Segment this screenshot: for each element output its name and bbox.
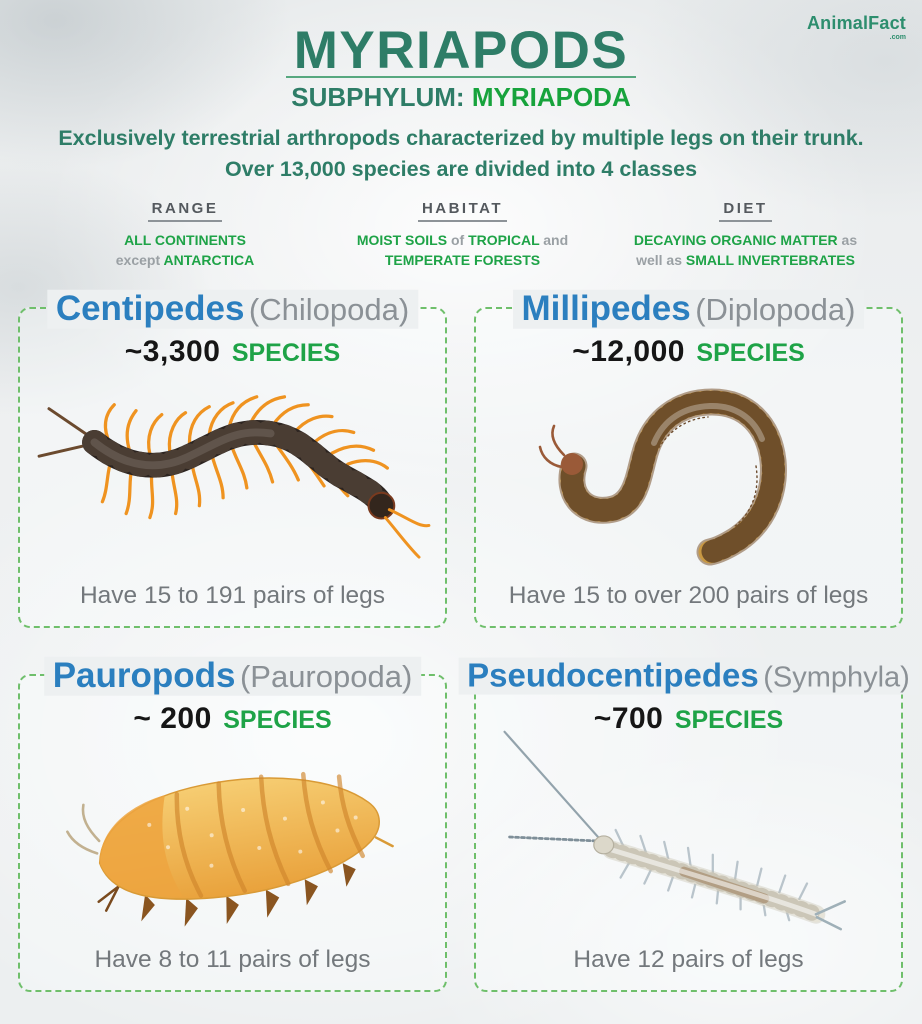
pauropods-species-label: SPECIES [223,706,332,734]
millipedes-species-label: SPECIES [696,339,805,367]
pauropods-species: ~ 200 SPECIES [20,702,445,736]
card-pauropods: Pauropods (Pauropoda) ~ 200 SPECIES [18,656,447,992]
centipedes-species: ~3,300 SPECIES [20,335,445,369]
pseudocentipedes-species-label: SPECIES [674,706,784,734]
diet-gray-2: well as [636,252,682,269]
habitat-heading: HABITAT [417,200,508,222]
diet-heading: DIET [719,200,772,222]
subphylum-value: MYRIAPODA [471,82,631,112]
logo-domain: .com [889,34,906,41]
millipedes-count: ~12,000 [572,335,685,368]
centipede-illustration [37,395,430,559]
description-line-1: Exclusively terrestrial arthropods chara… [58,126,864,150]
card-centipedes: Centipedes (Chilopoda) ~3,300 SPECIES [18,289,447,628]
card-pseudocentipedes-title: Pseudocentipedes (Symphyla) [458,656,919,695]
millipedes-species: ~12,000 SPECIES [476,335,901,369]
diet-gray-1: as [841,232,858,248]
card-pauropods-title: Pauropods (Pauropoda) [43,655,422,696]
fact-habitat: HABITAT MOIST SOILS of TROPICAL and TEMP… [335,200,590,271]
card-millipedes-title: Millipedes (Diplopoda) [512,288,865,329]
habitat-gray-1: of [450,232,465,248]
fact-diet: DIET DECAYING ORGANIC MATTER as well as … [598,200,893,271]
card-pseudocentipedes: Pseudocentipedes (Symphyla) ~700 SPECIES [458,657,919,992]
pauropods-count: ~ 200 [133,702,212,735]
diet-text: DECAYING ORGANIC MATTER as well as SMALL… [598,230,893,271]
pauropod-illustration [65,771,394,927]
millipede-illustration [538,388,787,566]
centipedes-legs-text: Have 15 to 191 pairs of legs [79,582,386,609]
diet-green-1: DECAYING ORGANIC MATTER [633,232,838,248]
subphylum-label: SUBPHYLUM: [291,82,465,112]
centipede-photo [20,381,445,574]
subtitle: SUBPHYLUM: MYRIAPODA [0,82,922,113]
pauropods-name: Pauropods [52,655,236,695]
pseudocentipedes-count: ~700 [593,702,664,735]
pauropod-photo [20,742,445,947]
page-title: MYRIAPODS [293,21,629,80]
card-centipedes-title: Centipedes (Chilopoda) [46,288,419,329]
centipedes-latin: (Chilopoda) [248,291,410,327]
centipedes-species-label: SPECIES [231,339,341,367]
centipedes-name: Centipedes [55,288,245,328]
millipedes-latin: (Diplopoda) [695,291,856,327]
range-green-1: ALL CONTINENTS [124,232,246,248]
millipede-photo [476,371,901,576]
habitat-gray-2: and [543,232,569,248]
logo-text: AnimalFact [806,13,906,33]
range-text: ALL CONTINENTS except ANTARCTICA [70,230,300,271]
pauropods-legs-text: Have 8 to 11 pairs of legs [94,946,371,973]
symphylan-illustration [502,730,846,931]
card-millipedes: Millipedes (Diplopoda) ~12,000 SPECIES [474,289,903,628]
range-gray-1: except [115,252,161,269]
pseudocentipedes-latin: (Symphyla) [763,661,910,694]
millipedes-legs-text: Have 15 to over 200 pairs of legs [508,582,869,609]
pseudocentipedes-species: ~700 SPECIES [476,702,901,736]
description: Exclusively terrestrial arthropods chara… [0,123,922,184]
description-line-2: Over 13,000 species are divided into 4 c… [224,156,698,181]
millipedes-name: Millipedes [521,288,691,328]
pauropods-latin: (Pauropoda) [239,658,413,694]
habitat-text: MOIST SOILS of TROPICAL and TEMPERATE FO… [335,230,590,271]
centipedes-count: ~3,300 [124,335,221,368]
habitat-green-1: MOIST SOILS [356,232,448,248]
animalfact-logo: AnimalFact .com [807,14,906,41]
diet-green-2: SMALL INVERTEBRATES [685,252,855,269]
fact-range: RANGE ALL CONTINENTS except ANTARCTICA [70,200,300,271]
habitat-green-3: TEMPERATE FORESTS [384,252,541,269]
pseudocentipedes-legs-text: Have 12 pairs of legs [573,946,804,973]
title-underline [286,76,636,78]
symphylan-photo [476,710,901,953]
pseudocentipedes-name: Pseudocentipedes [467,656,759,694]
habitat-green-2: TROPICAL [468,232,540,248]
range-heading: RANGE [147,200,223,222]
range-green-2: ANTARCTICA [163,252,255,269]
